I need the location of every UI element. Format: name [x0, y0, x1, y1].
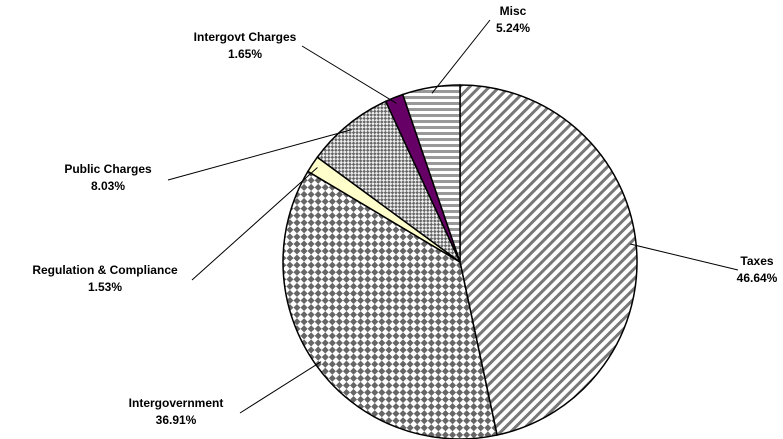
leader-line — [167, 129, 352, 181]
pie-slice — [401, 84, 461, 263]
slice-label: Public Charges — [64, 162, 152, 176]
slice-label: Intergovernment — [129, 396, 224, 410]
leader-line — [239, 361, 322, 414]
slice-value-label: 46.64% — [737, 271, 778, 285]
slice-value-label: 5.24% — [496, 21, 530, 35]
leader-line — [629, 243, 739, 271]
leader-line — [191, 167, 318, 281]
slice-label: Intergovt Charges — [194, 30, 297, 44]
slice-value-label: 8.03% — [91, 179, 125, 193]
leader-line — [301, 45, 397, 104]
slice-label: Taxes — [740, 254, 773, 268]
slice-value-label: 1.65% — [228, 47, 262, 61]
slice-value-label: 36.91% — [156, 413, 197, 427]
slice-label: Regulation & Compliance — [32, 263, 178, 277]
pie-slice — [459, 84, 638, 436]
slice-label: Misc — [500, 4, 527, 18]
leader-line — [431, 19, 491, 94]
slice-value-label: 1.53% — [88, 280, 122, 294]
pie-slice — [316, 100, 461, 263]
